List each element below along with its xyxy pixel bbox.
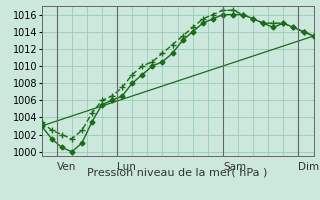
Text: Dim: Dim [299,162,320,172]
Text: Ven: Ven [57,162,76,172]
Text: Sam: Sam [223,162,246,172]
X-axis label: Pression niveau de la mer( hPa ): Pression niveau de la mer( hPa ) [87,167,268,177]
Text: Lun: Lun [117,162,136,172]
